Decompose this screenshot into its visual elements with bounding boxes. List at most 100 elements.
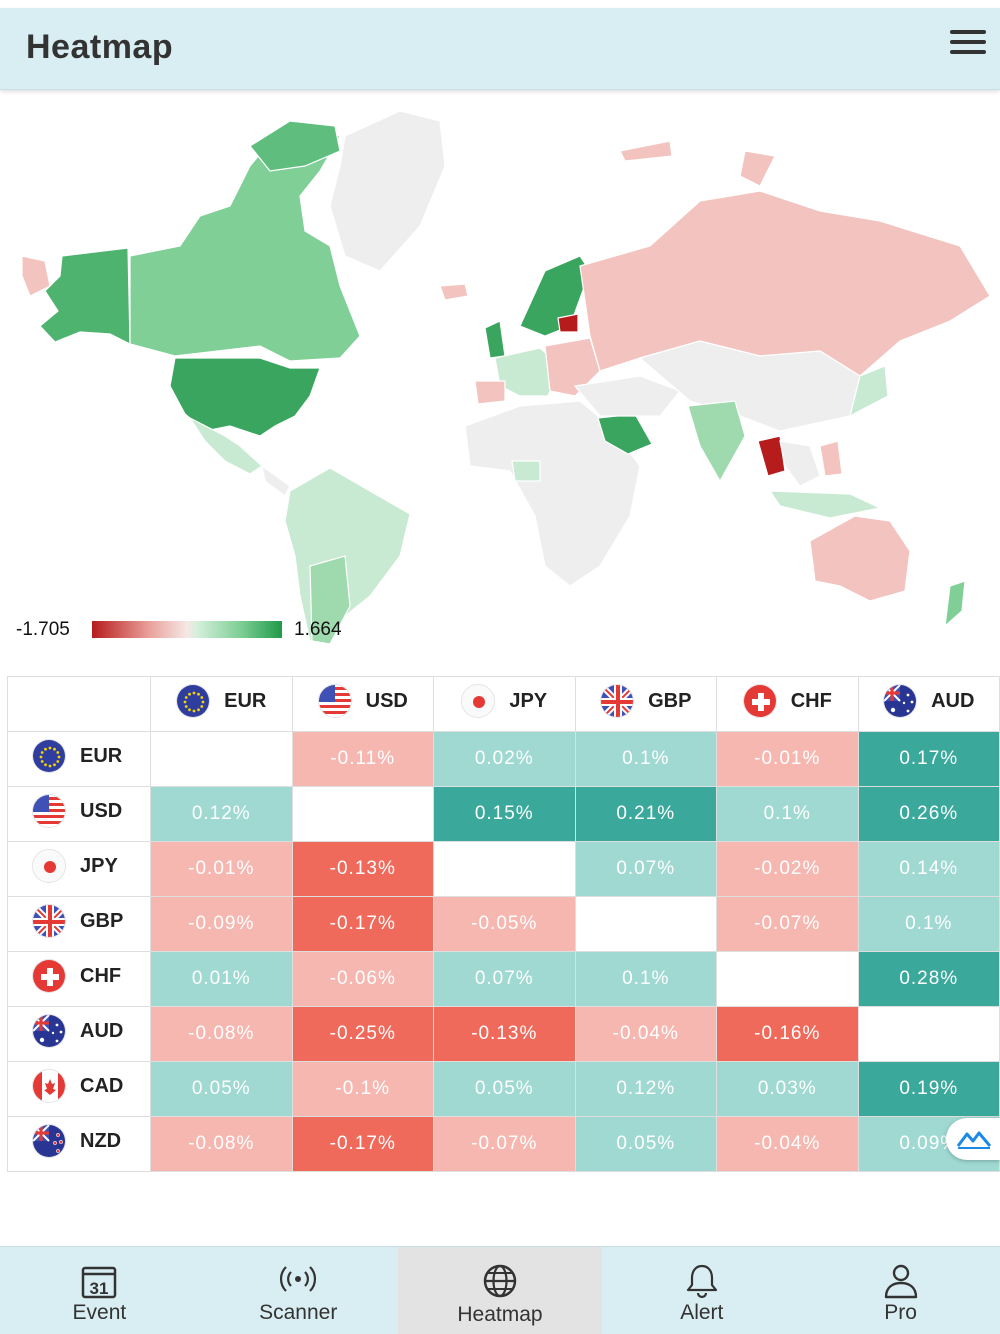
map-region-canada <box>129 125 361 362</box>
heat-cell[interactable]: 0.26% <box>857 786 1000 842</box>
heat-cell[interactable]: -0.01% <box>150 841 293 897</box>
heat-cell[interactable]: 0.1% <box>574 731 717 787</box>
table-row: EUR -0.11% 0.02% 0.1% -0.01% 0.17% <box>7 731 1000 787</box>
map-region-southeast-asia <box>779 440 821 487</box>
heat-cell[interactable]: 0.01% <box>150 951 293 1007</box>
heat-cell[interactable]: 0.17% <box>857 731 1000 787</box>
globe-icon <box>483 1264 517 1298</box>
heat-cell[interactable]: -0.1% <box>291 1061 434 1117</box>
heat-cell[interactable]: -0.11% <box>291 731 434 787</box>
heat-cell[interactable]: -0.08% <box>150 1116 293 1172</box>
map-region-russia <box>579 190 991 377</box>
heat-cell[interactable]: -0.04% <box>716 1116 859 1172</box>
nav-label-pro: Pro <box>884 1301 917 1324</box>
map-region-argentina <box>309 555 351 645</box>
page-title: Heatmap <box>26 28 174 66</box>
map-legend: -1.705 1.664 <box>16 618 356 640</box>
heat-cell[interactable]: -0.01% <box>716 731 859 787</box>
heat-cell[interactable]: -0.16% <box>716 1006 859 1062</box>
bell-icon <box>686 1264 717 1299</box>
svg-text:31: 31 <box>90 1279 109 1298</box>
table-row: USD 0.12% 0.15% 0.21% 0.1% 0.26% <box>7 786 1000 842</box>
map-region-australia <box>809 515 911 602</box>
heat-cell[interactable]: -0.17% <box>291 896 434 952</box>
map-region-south-america <box>284 467 411 642</box>
heat-cell[interactable]: 0.07% <box>433 951 576 1007</box>
map-region-india <box>687 400 746 483</box>
heat-cell[interactable]: -0.07% <box>716 896 859 952</box>
map-region-philippines <box>819 440 843 477</box>
heat-cell[interactable]: -0.06% <box>291 951 434 1007</box>
heat-cell[interactable]: 0.02% <box>433 731 576 787</box>
map-region-usa <box>169 357 321 437</box>
heat-cell[interactable]: -0.17% <box>291 1116 434 1172</box>
map-region-baltics <box>557 313 579 333</box>
hamburger-menu-icon[interactable] <box>950 30 986 60</box>
nav-label-alert: Alert <box>680 1301 724 1324</box>
heat-cell[interactable]: -0.25% <box>291 1006 434 1062</box>
map-region-canada-islands <box>249 120 341 172</box>
heat-cell[interactable]: -0.13% <box>291 841 434 897</box>
heat-cell[interactable] <box>150 731 293 787</box>
column-header: GBP <box>574 676 717 732</box>
heat-cell[interactable]: 0.1% <box>857 896 1000 952</box>
column-header: AUD <box>857 676 1000 732</box>
row-header: AUD <box>7 1006 151 1062</box>
heat-cell[interactable] <box>857 1006 1000 1062</box>
heat-cell[interactable]: -0.04% <box>574 1006 717 1062</box>
bottom-navigation: 31 Event Scanner Heatmap Alert Pro <box>0 1246 1000 1334</box>
map-region-greenland <box>329 110 446 272</box>
heat-cell[interactable]: 0.19% <box>857 1061 1000 1117</box>
heat-cell[interactable] <box>574 896 717 952</box>
nav-item-heatmap[interactable]: Heatmap <box>397 1247 603 1334</box>
nav-item-scanner[interactable]: Scanner <box>199 1247 398 1334</box>
heat-cell[interactable]: -0.07% <box>433 1116 576 1172</box>
nav-item-event[interactable]: 31 Event <box>0 1247 199 1334</box>
map-region-aleutians <box>21 255 51 297</box>
map-region-japan <box>849 365 889 418</box>
heat-cell[interactable]: 0.05% <box>433 1061 576 1117</box>
user-icon <box>884 1264 917 1299</box>
map-region-scandinavia <box>519 255 591 337</box>
table-row: NZD -0.08% -0.17% -0.07% 0.05% -0.04% 0.… <box>7 1116 1000 1172</box>
heat-cell[interactable]: 0.12% <box>150 786 293 842</box>
table-row: GBP -0.09% -0.17% -0.05% -0.07% 0.1% <box>7 896 1000 952</box>
heat-cell[interactable] <box>716 951 859 1007</box>
heat-cell[interactable]: 0.21% <box>574 786 717 842</box>
heat-cell[interactable]: 0.07% <box>574 841 717 897</box>
app-header: Heatmap <box>0 8 1000 90</box>
heat-cell[interactable] <box>291 786 434 842</box>
heat-cell[interactable]: -0.13% <box>433 1006 576 1062</box>
heat-cell[interactable]: 0.12% <box>574 1061 717 1117</box>
row-header: CAD <box>7 1061 151 1117</box>
heat-cell[interactable]: 0.28% <box>857 951 1000 1007</box>
heat-cell[interactable]: 0.05% <box>574 1116 717 1172</box>
heat-cell[interactable]: -0.02% <box>716 841 859 897</box>
heat-cell[interactable]: -0.08% <box>150 1006 293 1062</box>
nav-item-pro[interactable]: Pro <box>801 1247 1000 1334</box>
eu-flag-icon <box>32 739 66 773</box>
table-row: CAD 0.05% -0.1% 0.05% 0.12% 0.03% 0.19% <box>7 1061 1000 1117</box>
heat-cell[interactable]: 0.05% <box>150 1061 293 1117</box>
jp-flag-icon <box>32 849 66 883</box>
floating-chart-button[interactable] <box>946 1118 1000 1160</box>
eu-flag-icon <box>176 684 211 718</box>
map-region-iberia <box>474 380 506 405</box>
map-region-iceland <box>439 283 469 301</box>
heat-cell[interactable]: 0.14% <box>857 841 1000 897</box>
heat-cell[interactable]: -0.05% <box>433 896 576 952</box>
heat-cell[interactable]: -0.09% <box>150 896 293 952</box>
row-header: CHF <box>7 951 151 1007</box>
heat-cell[interactable]: 0.1% <box>716 786 859 842</box>
ch-flag-icon <box>742 684 777 718</box>
nav-item-alert[interactable]: Alert <box>602 1247 801 1334</box>
heat-cell[interactable]: 0.03% <box>716 1061 859 1117</box>
map-region-svalbard <box>619 140 673 162</box>
heat-cell[interactable]: 0.15% <box>433 786 576 842</box>
map-region-mexico <box>188 416 263 475</box>
heat-cell[interactable]: 0.1% <box>574 951 717 1007</box>
heat-cell[interactable] <box>433 841 576 897</box>
table-corner-cell <box>7 676 151 732</box>
world-heatmap[interactable] <box>0 96 1000 656</box>
